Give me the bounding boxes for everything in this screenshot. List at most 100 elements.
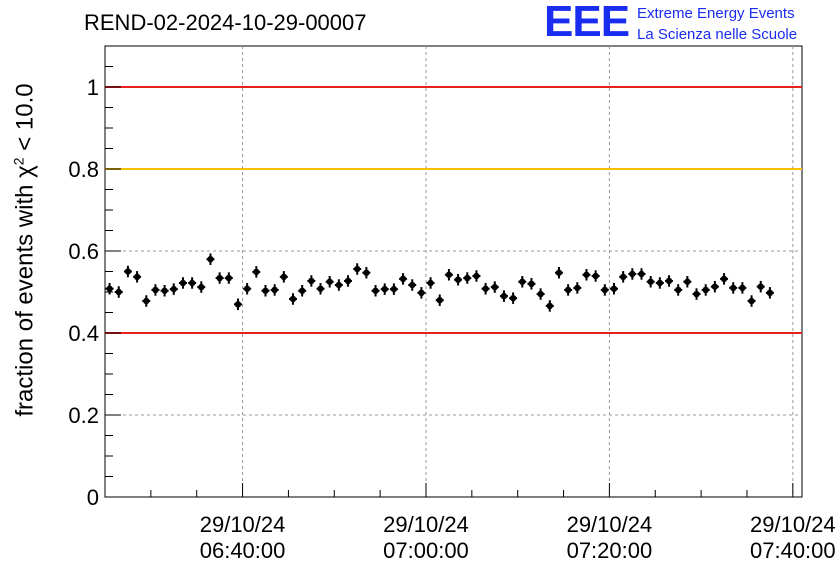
- y-axis-label-prefix: fraction of events with: [11, 177, 39, 417]
- data-point: [555, 269, 563, 276]
- data-point: [757, 283, 764, 290]
- logo-line-2: La Scienza nelle Scuole: [637, 26, 798, 43]
- x-tick-label-date: 29/10/24: [750, 512, 836, 537]
- data-point: [289, 295, 297, 303]
- data-point: [720, 275, 728, 283]
- data-point: [748, 297, 755, 305]
- data-point: [418, 289, 425, 297]
- data-point: [298, 287, 306, 294]
- data-point: [207, 256, 214, 263]
- data-point: [399, 275, 407, 283]
- data-point: [537, 290, 544, 298]
- data-point: [198, 283, 205, 291]
- data-point: [124, 268, 132, 275]
- y-axis-label-suffix: < 10.0: [11, 83, 39, 158]
- x-tick-label-date: 29/10/24: [567, 512, 653, 537]
- data-point: [326, 278, 333, 285]
- y-tick-label: 0: [87, 485, 99, 510]
- x-tick-label-date: 29/10/24: [383, 512, 469, 537]
- data-point: [739, 284, 746, 292]
- logo-line-1: Extreme Energy Events: [637, 5, 795, 22]
- data-point: [280, 273, 288, 281]
- data-point: [317, 285, 324, 292]
- data-point: [711, 283, 719, 290]
- data-point: [564, 286, 572, 294]
- eee-logo: EEE Extreme Energy Events La Scienza nel…: [544, 0, 832, 46]
- data-point: [152, 286, 159, 294]
- data-point: [409, 281, 416, 289]
- x-tick-label-time: 07:40:00: [750, 538, 836, 563]
- data-point: [610, 285, 618, 292]
- data-point: [344, 277, 352, 285]
- data-point: [656, 279, 664, 287]
- data-point: [427, 279, 434, 287]
- data-point: [188, 279, 196, 287]
- data-point: [445, 271, 453, 278]
- data-point: [730, 284, 737, 292]
- x-tick-label-date: 29/10/24: [200, 512, 286, 537]
- data-points: [105, 253, 774, 312]
- reference-lines: [105, 86, 802, 334]
- data-point: [335, 281, 343, 289]
- data-point: [464, 274, 471, 282]
- data-point: [354, 265, 361, 273]
- data-point: [574, 284, 581, 292]
- data-point: [546, 302, 553, 310]
- axes: 00.20.40.60.8129/10/2406:40:0029/10/2407…: [68, 66, 836, 563]
- y-axis-label-wrap: fraction of events with χ2 < 10.0: [8, 0, 42, 500]
- data-point: [592, 272, 599, 280]
- data-point: [363, 269, 370, 276]
- data-point: [143, 297, 150, 305]
- data-point: [436, 297, 443, 304]
- data-point: [693, 290, 700, 298]
- y-tick-label: 0.2: [68, 403, 99, 428]
- data-point: [253, 268, 260, 276]
- data-point: [473, 272, 480, 280]
- x-tick-label-time: 06:40:00: [200, 538, 286, 563]
- data-point: [601, 286, 609, 294]
- chart-title: REND-02-2024-10-29-00007: [84, 10, 367, 35]
- data-point: [381, 285, 388, 293]
- data-point: [262, 287, 269, 294]
- y-tick-label: 0.8: [68, 157, 99, 182]
- data-point: [133, 273, 141, 281]
- data-point: [482, 285, 489, 292]
- y-axis-label: fraction of events with χ2 < 10.0: [11, 83, 40, 416]
- data-point: [170, 285, 177, 293]
- data-point: [500, 292, 508, 300]
- data-point: [519, 278, 526, 285]
- data-point: [243, 285, 251, 292]
- data-point: [665, 277, 673, 285]
- y-tick-label: 1: [87, 75, 99, 100]
- y-tick-label: 0.6: [68, 239, 99, 264]
- data-point: [619, 273, 627, 281]
- data-point: [702, 286, 709, 294]
- data-point: [647, 278, 654, 285]
- data-point: [106, 285, 113, 292]
- data-point: [179, 279, 187, 287]
- x-tick-label-time: 07:20:00: [567, 538, 653, 563]
- x-tick-label-time: 07:00:00: [383, 538, 469, 563]
- data-point: [225, 274, 233, 282]
- data-point: [629, 270, 636, 278]
- data-point: [115, 288, 122, 296]
- data-point: [509, 294, 517, 302]
- data-point: [674, 286, 682, 294]
- logo-mark: EEE: [544, 0, 630, 46]
- data-point: [638, 270, 645, 278]
- y-tick-label: 0.4: [68, 321, 99, 346]
- data-point: [234, 301, 242, 308]
- y-axis-label-symbol: χ: [11, 165, 39, 178]
- data-point: [583, 271, 590, 278]
- y-axis-label-sup: 2: [10, 157, 27, 166]
- data-point: [308, 277, 315, 285]
- data-point: [216, 274, 223, 282]
- data-point: [491, 283, 498, 291]
- data-point: [390, 285, 398, 293]
- data-point: [528, 280, 535, 287]
- data-point: [372, 287, 379, 294]
- data-point: [766, 289, 774, 297]
- data-point: [271, 286, 278, 294]
- plot-frame: [104, 45, 803, 498]
